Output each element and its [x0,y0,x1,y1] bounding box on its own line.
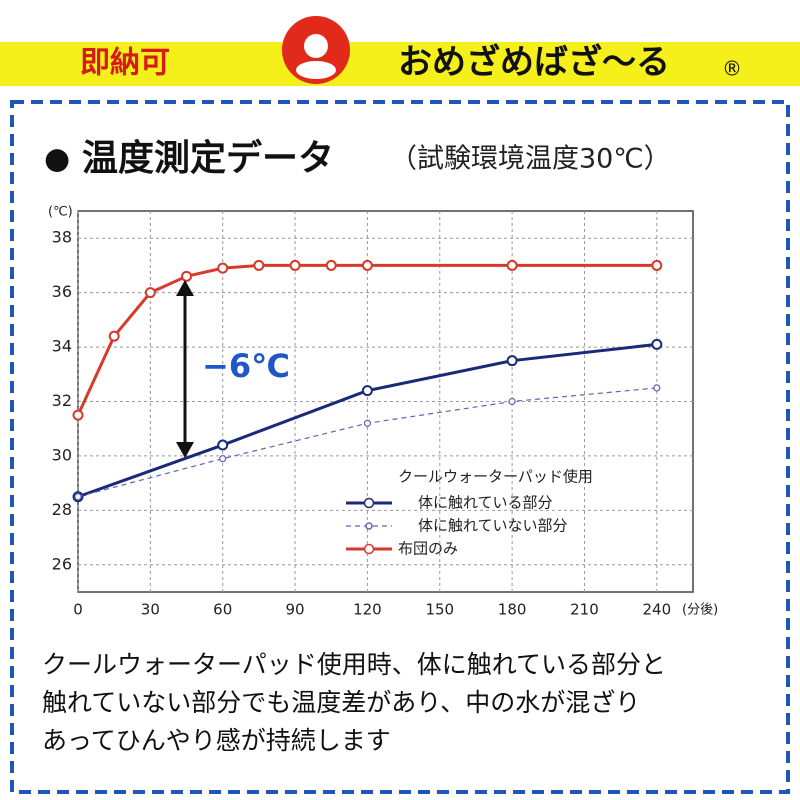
chart-subtitle: （試験環境温度30℃） [390,144,671,175]
x-tick-label: 0 [73,601,83,619]
data-point [181,270,193,282]
x-tick-label: 150 [425,601,454,619]
data-point [363,419,372,427]
x-tick-label: 210 [570,601,599,619]
y-tick-label: 38 [52,228,72,247]
data-point [74,493,82,501]
y-tick-label: 28 [52,500,72,519]
x-tick-label: 90 [286,601,305,619]
mascot-icon [282,16,350,84]
legend-title: クールウォーターパッド使用 [398,468,593,486]
body-line: あってひんやり感が持続します [42,726,391,755]
y-tick-label: 32 [52,391,72,410]
y-unit: (℃) [48,205,73,220]
y-tick-label: 26 [52,554,72,573]
data-point [325,259,337,271]
x-tick-label: 30 [141,601,160,619]
data-point [506,355,518,367]
brand-mark: ® [722,57,742,81]
bullet: ● [44,142,70,177]
data-point [217,262,229,274]
data-point [108,330,120,342]
data-point [253,259,265,271]
legend-marker [363,497,375,509]
badge: 即納可 [80,46,170,81]
x-tick-label: 60 [213,601,232,619]
chart-title: 温度測定データ [82,137,334,179]
y-tick-label: 30 [52,445,72,464]
data-point [144,287,156,299]
data-point [217,439,229,451]
y-tick-label: 34 [52,337,72,356]
legend-marker [363,543,375,555]
data-point [651,259,663,271]
data-point [219,455,227,463]
data-point [289,259,301,271]
legend-label: 布団のみ [398,540,458,558]
data-point [653,384,661,392]
annotation: −6℃ [202,347,290,385]
data-point [508,397,516,406]
data-point [361,385,373,397]
legend-label: 体に触れていない部分 [418,517,568,535]
y-tick-label: 36 [52,282,72,301]
difference-arrow [176,280,194,458]
legend-label: 体に触れている部分 [418,494,553,512]
data-point [506,259,518,271]
legend-marker [365,522,373,530]
brand: おめざめばざ〜る [398,43,670,83]
x-tick-label: 180 [498,601,527,619]
x-tick-label: 120 [353,601,382,619]
data-point [72,409,84,421]
header-band [0,42,800,86]
body-line: 触れていない部分でも温度差があり、中の水が混ざり [42,688,640,717]
x-tick-label: 240 [643,601,672,619]
data-point [361,259,373,271]
body-line: クールウォーターパッド使用時、体に触れている部分と [42,650,666,679]
data-point [651,338,663,350]
plot: 26 28 30 32 34 36 38 0 30 60 90 120 150 180 210 240 [52,210,694,619]
x-unit: (分後) [682,603,718,618]
frame [10,100,790,794]
